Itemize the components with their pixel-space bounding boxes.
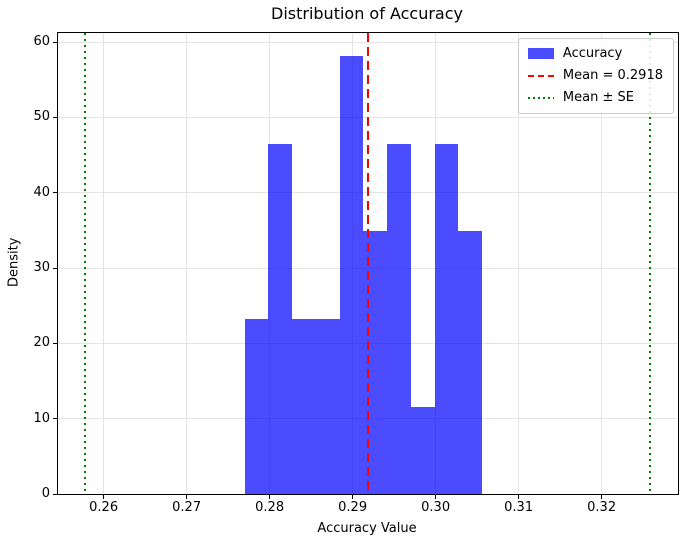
x-tick-label: 0.29 bbox=[338, 500, 368, 515]
legend-label-se: Mean ± SE bbox=[562, 90, 634, 105]
histogram-bar bbox=[244, 319, 269, 494]
y-tick-mark bbox=[53, 493, 57, 495]
y-tick-label: 50 bbox=[33, 109, 50, 125]
y-tick-mark bbox=[53, 267, 57, 269]
histogram-bar bbox=[339, 56, 364, 494]
x-gridline bbox=[186, 33, 188, 494]
legend-swatch-accuracy bbox=[527, 48, 554, 59]
legend-swatch-se-dotted-line bbox=[527, 96, 554, 99]
x-tick-mark bbox=[435, 495, 437, 499]
x-tick-label: 0.32 bbox=[587, 500, 617, 515]
histogram-bar bbox=[387, 143, 411, 494]
y-tick-label: 10 bbox=[33, 410, 50, 426]
histogram-bar bbox=[268, 143, 293, 494]
se-line bbox=[648, 33, 651, 494]
legend-swatch-mean-dashed-line bbox=[527, 74, 554, 77]
x-tick-label: 0.31 bbox=[504, 500, 534, 515]
x-tick-mark bbox=[518, 495, 520, 499]
x-axis-label: Accuracy Value bbox=[317, 521, 417, 536]
x-gridline bbox=[103, 33, 105, 494]
histogram-bar bbox=[363, 231, 388, 494]
legend-item-se: Mean ± SE bbox=[527, 90, 663, 105]
y-tick-mark bbox=[53, 418, 57, 420]
legend: Accuracy Mean = 0.2918 Mean ± SE bbox=[517, 38, 674, 114]
y-tick-mark bbox=[53, 41, 57, 43]
x-tick-mark bbox=[601, 495, 603, 499]
x-tick-label: 0.27 bbox=[172, 500, 202, 515]
legend-item-mean: Mean = 0.2918 bbox=[527, 68, 663, 83]
mean-line bbox=[366, 33, 369, 494]
y-tick-label: 60 bbox=[33, 34, 50, 50]
x-tick-label: 0.26 bbox=[89, 500, 119, 515]
y-tick-mark bbox=[53, 192, 57, 194]
x-tick-label: 0.30 bbox=[421, 500, 451, 515]
se-line bbox=[84, 33, 87, 494]
x-tick-mark bbox=[352, 495, 354, 499]
histogram-bar bbox=[292, 319, 316, 494]
y-tick-mark bbox=[53, 342, 57, 344]
y-tick-label: 20 bbox=[33, 335, 50, 351]
plot-area: Accuracy Mean = 0.2918 Mean ± SE 0.26 0.2… bbox=[33, 32, 679, 515]
y-tick-label: 30 bbox=[33, 260, 50, 276]
y-tick-label: 0 bbox=[41, 486, 50, 501]
histogram-bar bbox=[434, 143, 459, 494]
x-tick-mark bbox=[269, 495, 271, 499]
y-tick-label: 40 bbox=[33, 184, 50, 200]
legend-label-accuracy: Accuracy bbox=[562, 46, 623, 61]
histogram-bar bbox=[458, 231, 483, 494]
y-tick-mark bbox=[53, 116, 57, 118]
x-tick-label: 0.28 bbox=[255, 500, 285, 515]
x-gridline bbox=[601, 33, 603, 494]
x-tick-mark bbox=[186, 495, 188, 499]
legend-label-mean: Mean = 0.2918 bbox=[562, 68, 663, 83]
x-tick-mark bbox=[103, 495, 105, 499]
x-gridline bbox=[518, 33, 520, 494]
legend-item-accuracy: Accuracy bbox=[527, 46, 663, 61]
histogram-bar bbox=[410, 406, 435, 494]
histogram-bar bbox=[315, 319, 340, 494]
chart-title: Distribution of Accuracy bbox=[271, 4, 463, 23]
